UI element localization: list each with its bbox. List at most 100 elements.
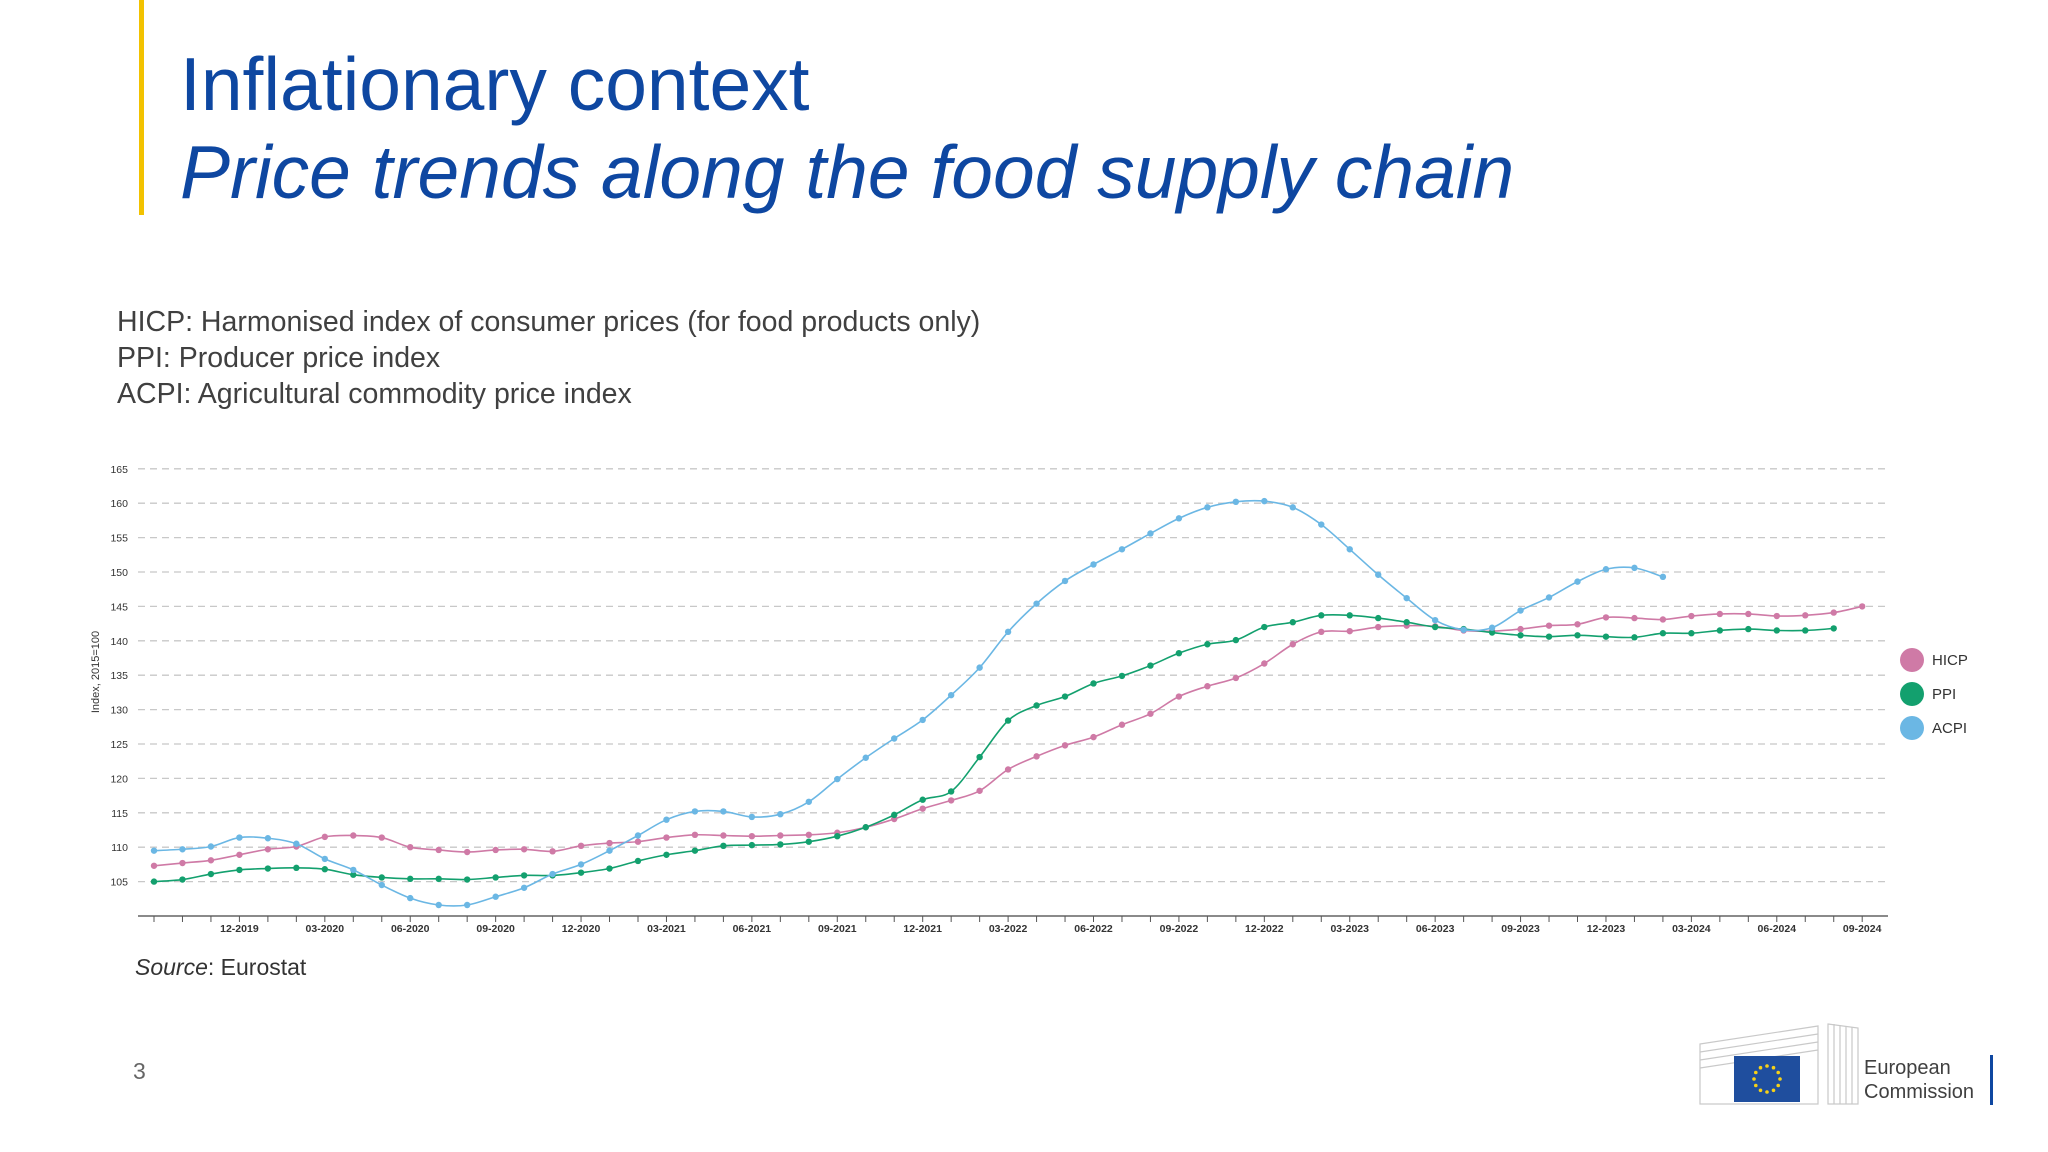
- x-tick-label: 12-2023: [1587, 923, 1626, 935]
- data-point: [577, 869, 585, 876]
- data-point: [1745, 625, 1752, 633]
- data-point: [1375, 571, 1382, 578]
- data-point: [1517, 632, 1524, 639]
- data-point: [1118, 546, 1126, 553]
- data-point: [463, 901, 471, 909]
- data-point: [321, 833, 329, 841]
- data-point: [1602, 566, 1610, 573]
- data-point: [378, 874, 385, 881]
- legend-label-acpi: ACPI: [1932, 720, 1967, 737]
- data-point: [919, 805, 926, 812]
- legend-label-hicp: HICP: [1932, 652, 1968, 669]
- data-point: [1118, 672, 1126, 680]
- data-point: [1033, 600, 1040, 607]
- x-tick-label: 06-2023: [1416, 923, 1455, 935]
- data-point: [1147, 662, 1154, 669]
- data-point: [1460, 626, 1467, 633]
- data-point: [720, 808, 727, 815]
- data-point: [663, 851, 670, 858]
- x-tick-label: 12-2022: [1245, 923, 1284, 935]
- data-point: [1631, 564, 1638, 572]
- data-point: [720, 832, 727, 839]
- data-point: [1631, 634, 1638, 641]
- y-tick-label: 165: [110, 464, 128, 476]
- data-point: [1118, 721, 1126, 728]
- data-point: [1602, 633, 1610, 640]
- series-ppi: [150, 612, 1837, 885]
- data-point: [150, 847, 158, 854]
- data-point: [1175, 693, 1183, 700]
- y-tick-label: 155: [110, 533, 128, 545]
- accent-bar: [139, 0, 144, 215]
- data-point: [634, 832, 642, 839]
- data-point: [435, 875, 442, 883]
- source-label: Source: [135, 954, 208, 980]
- data-point: [1147, 530, 1154, 537]
- data-point: [264, 846, 272, 853]
- data-point: [264, 865, 272, 872]
- x-tick-label: 03-2024: [1672, 923, 1711, 935]
- data-point: [1318, 612, 1325, 619]
- x-tick-label: 09-2022: [1160, 923, 1199, 935]
- data-point: [891, 735, 898, 742]
- data-point: [862, 754, 869, 761]
- data-point: [1346, 546, 1353, 553]
- logo-line-2: Commission: [1864, 1081, 1975, 1103]
- logo-divider: [1990, 1055, 1993, 1105]
- data-point: [1773, 627, 1780, 634]
- definition-ppi: PPI: Producer price index: [117, 342, 441, 374]
- data-point: [1232, 498, 1240, 506]
- x-tick-label: 09-2021: [818, 923, 857, 935]
- y-tick-label: 130: [110, 705, 128, 717]
- data-point: [1061, 577, 1069, 585]
- data-point: [236, 866, 243, 874]
- data-point: [919, 796, 926, 803]
- series-line-acpi: [153, 499, 1664, 907]
- data-point: [1004, 717, 1012, 724]
- data-point: [1289, 641, 1297, 648]
- data-point: [1802, 627, 1809, 634]
- data-point: [293, 840, 300, 847]
- data-point: [1346, 612, 1353, 619]
- definition-acpi: ACPI: Agricultural commodity price index: [117, 378, 632, 410]
- data-point: [1602, 614, 1610, 621]
- series-line-hicp: [153, 605, 1863, 867]
- data-point: [1204, 683, 1211, 690]
- data-point: [748, 841, 756, 849]
- data-point: [976, 664, 983, 671]
- data-point: [179, 876, 186, 883]
- x-tick-label: 06-2024: [1758, 923, 1797, 935]
- data-point: [1431, 616, 1439, 624]
- data-point: [862, 824, 869, 831]
- data-point: [1403, 594, 1410, 602]
- data-point: [435, 901, 442, 909]
- data-point: [834, 775, 841, 783]
- logo-text: European Commission: [1864, 1056, 1974, 1104]
- data-point: [577, 842, 585, 850]
- data-point: [1545, 622, 1553, 629]
- x-tick-label: 06-2022: [1074, 923, 1113, 935]
- data-point: [179, 859, 186, 867]
- data-point: [520, 884, 528, 891]
- data-point: [378, 881, 385, 889]
- data-point: [407, 844, 414, 851]
- data-point: [691, 847, 699, 854]
- data-point: [1090, 733, 1097, 741]
- series-line-ppi: [153, 613, 1834, 883]
- data-point: [1403, 619, 1410, 626]
- data-point: [1517, 607, 1524, 614]
- data-point: [1090, 680, 1097, 687]
- x-tick-label: 09-2023: [1501, 923, 1540, 935]
- data-point: [947, 797, 955, 804]
- data-point: [1004, 628, 1012, 636]
- data-point: [1488, 624, 1496, 631]
- data-point: [1232, 674, 1240, 682]
- data-point: [1431, 623, 1439, 631]
- data-point: [520, 846, 528, 853]
- data-point: [1318, 628, 1325, 636]
- data-point: [1716, 627, 1724, 634]
- data-point: [1659, 630, 1667, 637]
- data-point: [1859, 603, 1866, 610]
- data-point: [463, 876, 471, 883]
- data-point: [236, 834, 243, 841]
